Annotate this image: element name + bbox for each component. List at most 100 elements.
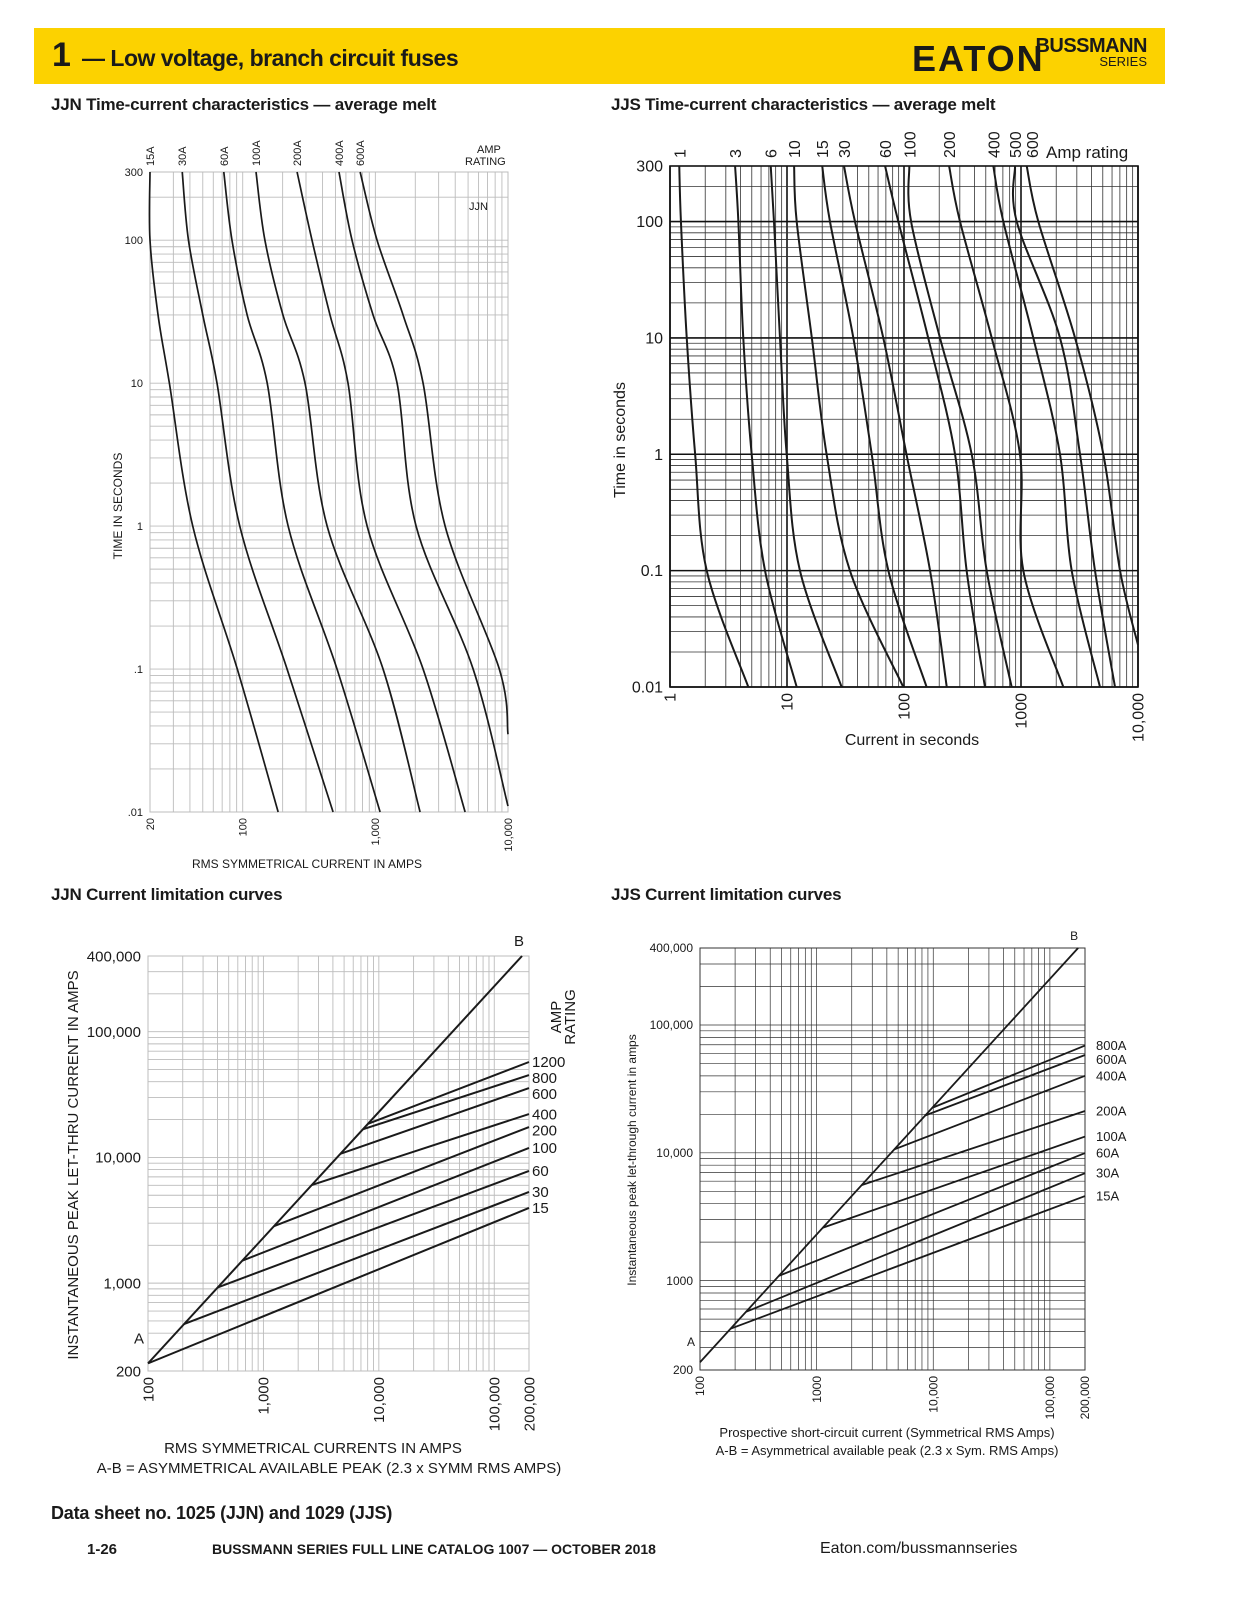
- x-tick-label: 1000: [810, 1376, 824, 1403]
- jjs-current-limitation-title: JJS Current limitation curves: [611, 885, 842, 904]
- amp-rating-label: 100A: [1096, 1129, 1127, 1144]
- x-axis-title: Prospective short-circuit current (Symme…: [719, 1425, 1054, 1440]
- curve-label: 30: [837, 140, 854, 158]
- plot-frame: [669, 165, 1139, 688]
- amp-rating-label: 30: [532, 1184, 549, 1201]
- y-tick-label: 10,000: [95, 1150, 141, 1167]
- y-tick-label: 1,000: [103, 1275, 141, 1292]
- curve-100: [241, 1147, 530, 1262]
- x-axis-title: RMS SYMMETRICAL CURRENTS IN AMPS: [164, 1440, 462, 1457]
- amp-rating-label: 600A: [1096, 1052, 1127, 1067]
- y-tick-label: 100,000: [87, 1024, 141, 1041]
- y-tick-label: 1: [137, 521, 143, 533]
- curve-15: [147, 1207, 530, 1365]
- y-tick-label: 100,000: [650, 1018, 694, 1032]
- y-axis-title: TIME IN SECONDS: [111, 453, 125, 560]
- x-tick-label: 10,000: [926, 1376, 940, 1413]
- point-a-label: A: [687, 1335, 695, 1349]
- curve-label: 1: [672, 149, 689, 158]
- y-tick-label: 100: [125, 235, 143, 247]
- curve-400a: [338, 171, 509, 807]
- y-axis-title: Time in seconds: [612, 382, 629, 498]
- x-tick-label: 10,000: [503, 818, 515, 852]
- amp-rating-label: 800A: [1096, 1038, 1127, 1053]
- curve-label: 60A: [219, 146, 231, 166]
- legend-title: RATING: [562, 989, 579, 1045]
- y-tick-label: 300: [125, 167, 143, 179]
- plot-frame: [149, 171, 509, 813]
- eaton-logo: EATON: [912, 38, 1045, 79]
- legend-title: Amp rating: [1046, 143, 1128, 162]
- y-tick-label: 0.01: [632, 680, 663, 697]
- x-tick-label: 100: [140, 1377, 157, 1402]
- curve-30a: [181, 171, 334, 813]
- legend-title: RATING: [465, 156, 506, 168]
- curve-label: 3: [728, 149, 745, 158]
- curve-60a: [778, 1152, 1086, 1277]
- y-tick-label: 10: [131, 378, 143, 390]
- curve-30: [183, 1191, 530, 1326]
- plot-frame: [699, 947, 1086, 1371]
- amp-rating-label: 1200: [532, 1054, 565, 1071]
- x-tick-label: 1,000: [256, 1377, 273, 1415]
- curve-label: 100A: [251, 140, 263, 166]
- legend-title: AMP: [548, 1001, 565, 1034]
- curve-label: 600A: [355, 140, 367, 166]
- data-sheet-reference: Data sheet no. 1025 (JJN) and 1029 (JJS): [51, 1503, 393, 1523]
- curve-label: 60: [878, 140, 895, 158]
- y-tick-label: 10,000: [656, 1146, 693, 1160]
- amp-rating-label: 600: [532, 1086, 557, 1103]
- curve-label: 200A: [292, 140, 304, 166]
- bussmann-series-logo: BUSSMANN SERIES: [1035, 36, 1147, 70]
- curve-label: 15A: [145, 146, 157, 166]
- curve-label: 500: [1008, 131, 1025, 158]
- y-tick-label: 200: [673, 1363, 693, 1377]
- x-axis-title: Current in seconds: [845, 732, 979, 749]
- amp-rating-label: 200A: [1096, 1104, 1127, 1119]
- curve-100a: [822, 1135, 1086, 1229]
- y-tick-label: 200: [116, 1363, 141, 1380]
- y-tick-label: 100: [636, 214, 663, 231]
- y-tick-label: 300: [636, 159, 663, 176]
- x-axis-title: RMS SYMMETRICAL CURRENT IN AMPS: [192, 857, 422, 871]
- amp-rating-label: 30A: [1096, 1166, 1119, 1181]
- x-tick-label: 1,000: [370, 818, 382, 846]
- y-tick-label: 400,000: [650, 941, 694, 955]
- section-title: — Low voltage, branch circuit fuses: [82, 45, 459, 71]
- y-tick-label: 1: [654, 447, 663, 464]
- curve-400: [311, 1113, 530, 1186]
- y-axis-title: INSTANTANEOUS PEAK LET-THRU CURRENT IN A…: [65, 970, 82, 1359]
- axis-note: A-B = ASYMMETRICAL AVAILABLE PEAK (2.3 x…: [97, 1460, 561, 1477]
- catalog-name: BUSSMANN SERIES FULL LINE CATALOG 1007 —…: [212, 1541, 656, 1557]
- y-tick-label: .01: [128, 807, 143, 819]
- x-tick-label: 200,000: [521, 1377, 538, 1431]
- curve-100: [907, 165, 1013, 688]
- curve-label: 6: [764, 149, 781, 158]
- curve-600: [1025, 165, 1139, 646]
- x-tick-label: 100,000: [1043, 1376, 1057, 1420]
- amp-rating-label: 15A: [1096, 1189, 1119, 1204]
- x-tick-label: 1: [663, 693, 680, 702]
- curve-label: 15: [815, 140, 832, 158]
- x-tick-label: 10: [780, 693, 797, 711]
- plot-frame: [147, 955, 530, 1372]
- jjs-tcc-title: JJS Time-current characteristics — avera…: [611, 95, 996, 114]
- curve-200a: [296, 171, 466, 813]
- x-tick-label: 10,000: [1131, 693, 1148, 742]
- x-tick-label: 100: [238, 818, 250, 836]
- jjn-current-limitation-title: JJN Current limitation curves: [51, 885, 283, 904]
- y-axis-title: Instantaneous peak let-through current i…: [625, 1034, 639, 1285]
- point-b-label: B: [514, 933, 524, 950]
- curve-600a: [924, 1054, 1086, 1117]
- page-number: 1-26: [87, 1541, 118, 1558]
- amp-rating-label: 200: [532, 1122, 557, 1139]
- x-tick-label: 100: [897, 693, 914, 720]
- curve-10: [793, 165, 905, 688]
- footer-url[interactable]: Eaton.com/bussmannseries: [820, 1540, 1018, 1557]
- amp-rating-label: 15: [532, 1200, 549, 1217]
- legend-title: AMP: [477, 144, 501, 156]
- curve-label: 30A: [177, 146, 189, 166]
